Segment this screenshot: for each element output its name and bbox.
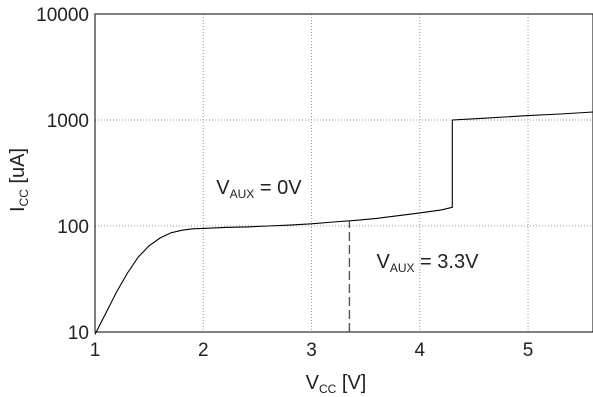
y-tick-labels: 10 100 1000 10000 <box>36 5 89 344</box>
x-axis-label: VCC [V] <box>306 372 367 396</box>
x-tick-label: 3 <box>306 340 317 361</box>
x-tick-label: 5 <box>523 340 534 361</box>
annotation-vaux-0v-rest: = 0V <box>254 177 302 199</box>
series-line <box>94 111 593 335</box>
y-axis-label: ICC [uA] <box>7 148 31 212</box>
y-tick-label: 10 <box>68 323 89 344</box>
annotation-vaux-0v: VAUX = 0V <box>216 177 302 201</box>
annotation-vaux-0v-sub: AUX <box>230 187 255 201</box>
annotation-vaux-3v3: VAUX = 3.3V <box>376 251 479 275</box>
plot-frame <box>94 13 593 333</box>
annotation-vaux-0v-main: V <box>216 177 230 199</box>
y-axis-label-unit: [uA] <box>7 148 29 189</box>
y-tick-label: 10000 <box>36 5 89 26</box>
x-tick-label: 2 <box>198 340 209 361</box>
annotation-vaux-3v3-sub: AUX <box>390 261 415 275</box>
y-axis-label-main: I <box>7 206 29 212</box>
y-tick-label: 1000 <box>47 111 89 132</box>
x-axis-label-unit: [V] <box>336 372 366 394</box>
x-axis-label-main: V <box>306 372 320 394</box>
grid <box>94 13 593 333</box>
y-tick-label: 100 <box>57 217 89 238</box>
annotation-vaux-3v3-main: V <box>376 251 390 273</box>
annotation-vaux-3v3-rest: = 3.3V <box>415 251 480 273</box>
x-tick-label: 1 <box>90 340 101 361</box>
x-axis-label-sub: CC <box>319 382 337 396</box>
y-axis-label-sub: CC <box>17 189 31 207</box>
x-tick-label: 4 <box>414 340 425 361</box>
x-tick-labels: 1 2 3 4 5 <box>90 340 534 361</box>
